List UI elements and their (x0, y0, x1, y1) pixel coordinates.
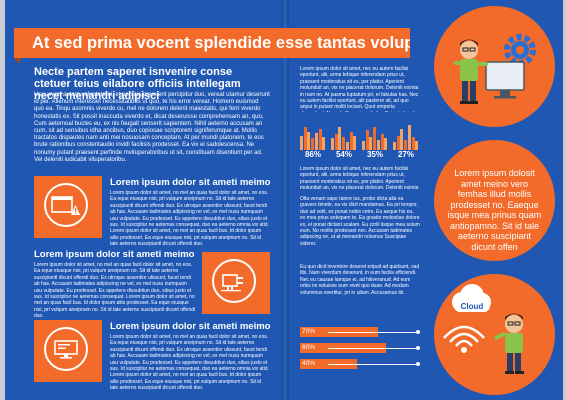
page-gutter (281, 0, 289, 400)
progress-end-dot (416, 362, 420, 366)
progress-label: 80% (300, 343, 328, 353)
progress-bar-1: 70% (300, 327, 420, 337)
intro-paragraph: Usu unum autem voluptate ei, et persius … (34, 92, 270, 163)
mini-chart-label: 54% (335, 150, 352, 159)
headline: Necte partem saperet isnvenire conse cte… (34, 66, 241, 102)
mini-chart-bar (311, 138, 315, 150)
progress-track (328, 364, 416, 365)
mini-chart-bar (303, 127, 307, 150)
mini-chart-3 (362, 122, 388, 150)
mini-chart-label: 27% (397, 150, 414, 159)
right-paragraph-3: Olta venam sape tatere ius, probo dicta … (300, 196, 420, 247)
mini-chart-bar (322, 137, 326, 150)
mini-chart-bar (338, 127, 342, 150)
mini-chart-bar (314, 133, 318, 150)
feature-title: Lorem ipsum dolor sit ameti meimo (110, 177, 271, 188)
progress-label: 40% (300, 359, 328, 369)
gear-icon (504, 34, 536, 66)
feature-icon-box (34, 320, 102, 382)
mini-chart-bar (373, 127, 377, 150)
progress-track (328, 332, 416, 333)
feature-icon-box (34, 176, 102, 238)
mini-chart-bar (380, 134, 384, 150)
mini-chart-label: 35% (366, 150, 383, 159)
mini-chart-bar (415, 141, 419, 150)
mini-chart-bar (369, 137, 373, 150)
quote-text: Lorem ipsum dolosit amet meino vero femh… (447, 168, 542, 252)
progress-track (328, 348, 416, 349)
right-paragraph-2: Lorem ipsum dolor sit amet, nec eu autem… (300, 166, 419, 192)
feature-body: Lorem ipsum dolor sit amet, no mel an qu… (34, 262, 196, 318)
feature-body: Lorem ipsum dolor sit amet, no mel an qu… (110, 190, 269, 246)
mini-chart-bar (411, 137, 415, 150)
mini-chart-bar (393, 142, 396, 150)
progress-label: 70% (300, 327, 328, 337)
mini-chart-label: 86% (304, 150, 321, 159)
mini-chart-bar (376, 140, 380, 150)
mini-chart-bar (362, 141, 365, 150)
cloud-label: Cloud (461, 302, 484, 311)
mini-chart-bar (396, 136, 400, 150)
mini-chart-bar (331, 138, 334, 150)
mini-chart-bar (404, 140, 408, 150)
mini-chart-bar (400, 129, 404, 150)
feature-block-3: Lorem ipsum dolor sit ameti meimo Lorem … (34, 318, 271, 391)
mini-chart-bar (349, 132, 353, 150)
progress-end-dot (416, 346, 420, 350)
right-paragraph-4: Eu quo dicit inventore deseret eripuit a… (300, 264, 420, 296)
feature-block-2: Lorem ipsum dolor sit ameti meimo Lorem … (34, 248, 270, 318)
developer-illustration (454, 34, 536, 104)
mini-chart-bar (407, 125, 411, 150)
feature-body: Lorem ipsum dolor sit amet, no mel an qu… (110, 334, 269, 392)
progress-bar-2: 80% (300, 343, 420, 353)
mini-chart-bar (353, 136, 357, 150)
mini-chart-bar (334, 134, 338, 150)
mini-chart-bar (300, 136, 303, 150)
title-banner: At sed prima vocent splendide esse tanta… (14, 28, 410, 58)
warning-icon (44, 183, 88, 227)
banner-fold (14, 58, 20, 64)
mini-chart-bar (345, 142, 349, 150)
quote-circle: Lorem ipsum dolosit amet meino vero femh… (434, 140, 555, 261)
feature-icon-box (202, 252, 270, 314)
mini-chart-bar (365, 130, 369, 150)
right-paragraph-1: Lorem ipsum dolor sit amet, nec eu autem… (300, 66, 419, 112)
mini-chart-bar (342, 137, 346, 150)
cloud-illustration: Cloud (443, 284, 524, 374)
mini-chart-4 (393, 122, 419, 150)
feature-title: Lorem ipsum dolor sit ameti meimo (34, 249, 195, 260)
illustration-circle-top (434, 6, 555, 127)
feature-title: Lorem ipsum dolor sit ameti meimo (110, 321, 271, 332)
mini-chart-bar (307, 132, 311, 150)
monitor-icon (44, 327, 88, 371)
feature-block-1: Lorem ipsum dolor sit ameti meimo Lorem … (34, 176, 270, 246)
mini-chart-1 (300, 122, 326, 150)
progress-bar-3: 40% (300, 359, 420, 369)
mini-chart-bar (318, 129, 322, 150)
cloud-icon (452, 284, 491, 312)
mini-bar-charts: 86% 54% 35% 27% (298, 122, 422, 162)
illustration-circle-bottom: Cloud (434, 274, 555, 395)
mini-chart-bar (384, 138, 388, 150)
wifi-icon (443, 325, 485, 347)
progress-end-dot (416, 330, 420, 334)
page-edge-left (0, 0, 5, 400)
plug-icon (212, 259, 256, 303)
mini-chart-2 (331, 122, 357, 150)
page-edge-right (563, 0, 566, 400)
